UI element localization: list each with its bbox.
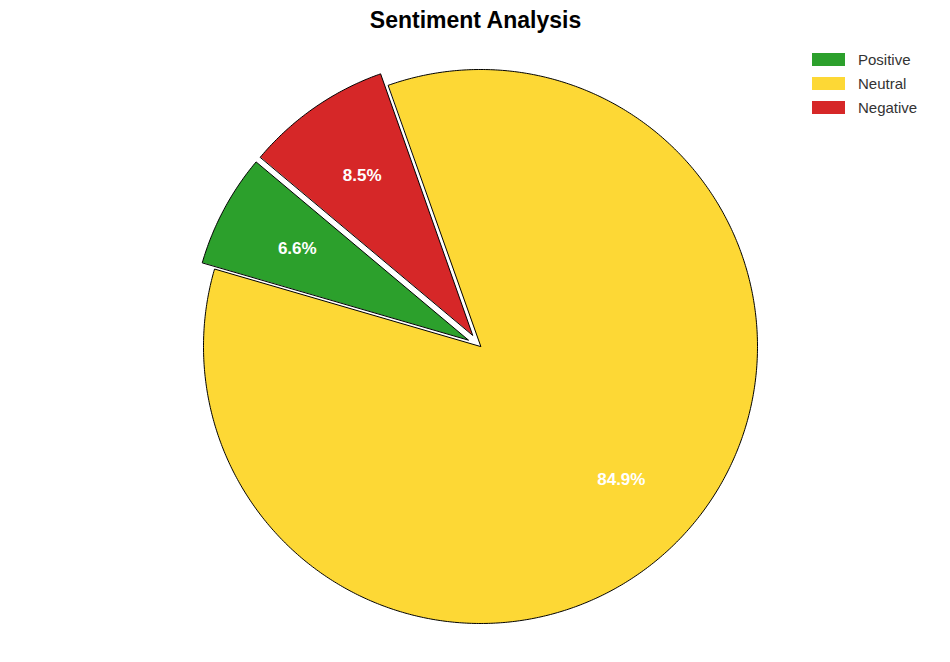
html-text:Negative: Negative — [858, 98, 918, 116]
svg-text:Sentiment Analysis: Sentiment Analysis — [370, 7, 581, 33]
html-text:Neutral: Neutral — [858, 74, 907, 92]
svg-text:84.9%: 84.9% — [597, 470, 645, 489]
svg-text:8.5%: 8.5% — [343, 166, 382, 185]
svg-text:6.6%: 6.6% — [278, 239, 317, 258]
html-text:Positive: Positive — [858, 50, 911, 68]
